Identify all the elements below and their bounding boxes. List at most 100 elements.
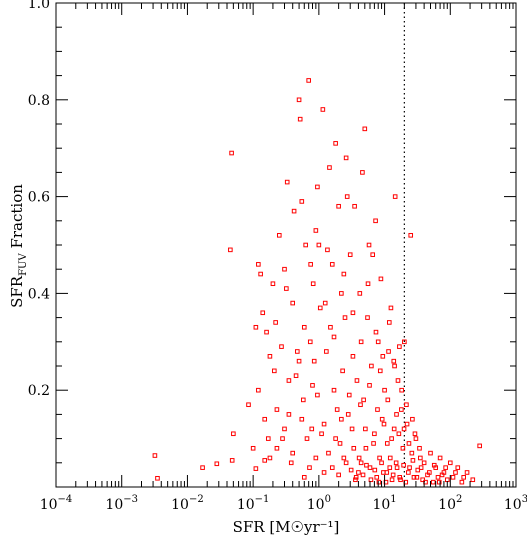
data-point (443, 465, 448, 470)
data-point (336, 472, 341, 478)
data-point (385, 397, 391, 403)
data-point (391, 426, 397, 432)
data-point (327, 165, 332, 170)
data-point (414, 475, 420, 480)
x-tick-label: 10−4 (40, 494, 73, 513)
data-point (428, 450, 433, 456)
data-point (439, 472, 445, 478)
data-point (381, 421, 387, 427)
x-tick-label: 10−3 (105, 494, 138, 513)
data-point (356, 455, 362, 461)
data-point (410, 416, 415, 422)
data-point (229, 458, 235, 463)
data-point (339, 416, 344, 422)
data-point (384, 470, 390, 475)
data-point (404, 402, 409, 408)
data-point (279, 344, 284, 349)
data-point (290, 300, 296, 306)
data-point (274, 407, 280, 412)
data-point (306, 78, 311, 83)
data-point (371, 441, 376, 446)
x-tick-label: 103 (504, 494, 527, 513)
data-point (316, 242, 322, 248)
data-point (301, 397, 306, 403)
data-point (363, 445, 369, 451)
data-point (344, 194, 350, 199)
data-point (331, 334, 337, 340)
data-point (286, 378, 292, 383)
data-point (313, 228, 319, 233)
data-point (377, 455, 382, 461)
data-point (337, 441, 343, 446)
data-point (343, 155, 349, 161)
data-point (273, 320, 278, 325)
data-point (303, 242, 308, 248)
data-point (372, 431, 377, 437)
plot-border (55, 2, 517, 488)
data-point (301, 324, 307, 330)
data-point (397, 344, 402, 349)
data-point (253, 324, 259, 330)
data-point (321, 470, 327, 475)
plot-frame (55, 2, 517, 488)
data-point (329, 262, 335, 267)
data-point (408, 233, 414, 238)
x-tick-label: 102 (438, 494, 462, 513)
data-point (214, 461, 220, 467)
data-point (358, 460, 364, 466)
data-point (329, 465, 335, 470)
data-point (256, 262, 261, 267)
data-point (333, 141, 338, 146)
data-point (343, 460, 349, 466)
data-point (350, 354, 356, 359)
data-point (290, 450, 296, 456)
data-point (352, 203, 357, 209)
data-point (392, 194, 398, 199)
data-point (370, 252, 376, 257)
data-point (387, 465, 393, 470)
data-point (447, 460, 453, 466)
x-tick-label: 101 (372, 494, 396, 513)
data-point (362, 126, 368, 132)
data-point (477, 443, 482, 449)
data-point (406, 470, 411, 475)
data-point (373, 218, 378, 224)
data-point (387, 455, 393, 461)
data-point (455, 465, 461, 470)
data-point (291, 208, 297, 214)
data-point (258, 271, 263, 277)
data-point (415, 467, 421, 473)
data-point (152, 453, 158, 458)
data-point (368, 477, 374, 483)
data-point (228, 247, 233, 253)
data-point (282, 426, 287, 432)
data-point (313, 455, 319, 461)
data-point (417, 445, 422, 451)
data-point (325, 247, 330, 253)
data-point (401, 462, 406, 468)
data-point (311, 358, 317, 364)
data-point (399, 387, 404, 393)
data-point (267, 455, 273, 461)
data-point (406, 441, 412, 446)
data-point (262, 416, 268, 422)
data-point (377, 368, 383, 374)
data-point (358, 339, 364, 345)
data-point (307, 339, 313, 345)
data-point (351, 445, 357, 451)
data-point (367, 465, 373, 470)
data-point (399, 407, 404, 412)
data-point (375, 407, 380, 412)
data-point (315, 392, 320, 398)
data-point (331, 387, 337, 393)
data-point (336, 203, 341, 209)
data-point (357, 291, 363, 296)
data-point (360, 170, 365, 175)
data-point (402, 339, 407, 345)
y-tick-label: 0.6 (28, 190, 50, 206)
data-point (367, 383, 372, 388)
data-point (264, 329, 269, 335)
data-point (431, 462, 437, 468)
data-point (436, 479, 442, 485)
